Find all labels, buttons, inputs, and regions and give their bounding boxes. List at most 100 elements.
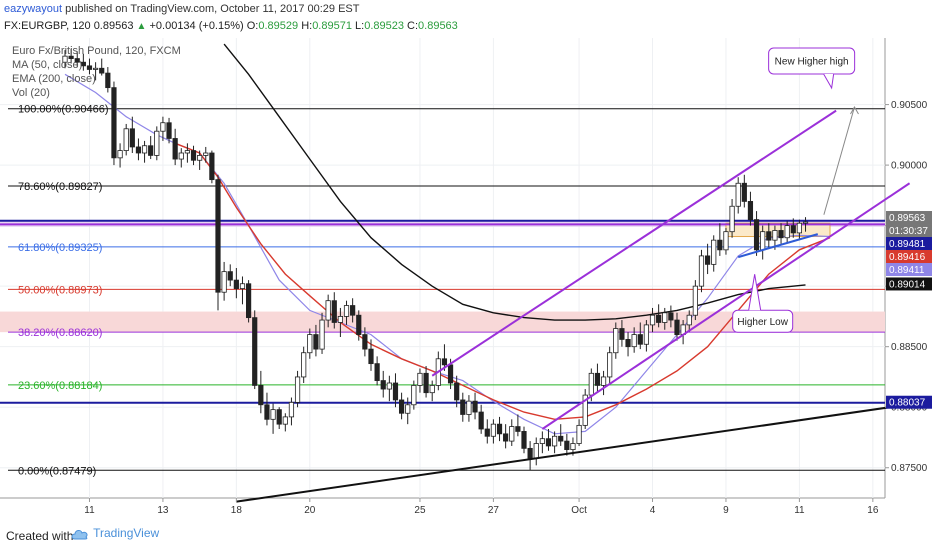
trendline <box>737 233 819 259</box>
price-tag-bg <box>886 224 932 238</box>
price-tags: 0.89563 01:30:37 0.89481 0.89416 0.89411 0.89… <box>886 211 932 409</box>
plot-area[interactable] <box>0 38 885 498</box>
price-tag: 01:30:37 <box>886 224 932 238</box>
time-axis-labels: 11 13 18 20 25 27 Oct 4 9 11 16 <box>84 498 879 516</box>
candle-body <box>521 431 527 449</box>
candle-body <box>662 312 668 323</box>
candle-body <box>723 231 729 251</box>
candle <box>319 312 325 354</box>
candle <box>227 264 233 287</box>
candle <box>509 419 515 446</box>
annotation-label: New Higher high <box>775 57 849 68</box>
tradingview-cloud-icon <box>71 529 88 540</box>
price-tag-bg <box>886 250 932 264</box>
candle-body <box>197 155 203 161</box>
candle-body <box>509 426 515 442</box>
candle <box>539 431 545 454</box>
candle <box>74 51 80 68</box>
candle-body <box>160 122 166 132</box>
candle <box>350 298 356 323</box>
candle <box>441 344 448 371</box>
low-value: 0.89523 <box>364 20 404 32</box>
author-link[interactable]: eazywayout <box>4 3 63 15</box>
fib-level-label: 78.60%(0.89827) <box>18 181 102 193</box>
price-tag: 0.88037 <box>886 395 932 409</box>
candle-body <box>288 401 295 418</box>
x-tick-label: 20 <box>304 505 316 516</box>
candle <box>496 416 503 442</box>
candle <box>264 392 270 426</box>
price-tag-bg <box>886 277 932 291</box>
candle <box>545 429 552 451</box>
candle-body <box>600 376 607 386</box>
candle-body <box>184 150 190 154</box>
candle-body <box>454 382 460 401</box>
candle <box>429 380 435 402</box>
candle <box>564 433 570 456</box>
candle <box>245 280 252 323</box>
candle-body <box>423 372 429 394</box>
annotation-box <box>768 47 856 75</box>
candle-body <box>545 438 552 447</box>
candle-body <box>784 225 790 239</box>
candle-body <box>698 255 705 287</box>
candle-body <box>576 424 582 444</box>
candle <box>362 327 368 357</box>
candle-body <box>735 182 741 207</box>
price-tag: 0.89411 <box>886 263 932 277</box>
candle <box>252 310 258 390</box>
trendline <box>823 106 855 215</box>
price-chart[interactable]: 100.00%(0.90466) 78.60%(0.89827) 61.80%(0.… <box>0 38 932 520</box>
candle-body <box>343 305 350 317</box>
candle-body <box>245 283 252 319</box>
candle-body <box>772 230 778 241</box>
candle-body <box>62 55 68 63</box>
candle-body <box>625 339 631 348</box>
trendline <box>431 109 837 377</box>
candle-body <box>74 58 80 63</box>
price-tag-label: 01:30:37 <box>889 226 928 237</box>
candle-body <box>637 334 643 345</box>
y-tick-label: 0.90500 <box>891 100 928 111</box>
candle-body <box>527 447 533 459</box>
candle-body <box>570 443 576 450</box>
candle <box>368 339 374 371</box>
x-tick-label: 18 <box>231 505 243 516</box>
tradingview-brand: TradingView <box>93 526 160 540</box>
chart-header: eazywayout published on TradingView.com,… <box>0 0 932 38</box>
candle-body <box>539 438 545 444</box>
candle <box>111 81 117 166</box>
ema200-line <box>174 142 831 421</box>
candle <box>527 441 533 471</box>
candle <box>686 310 692 333</box>
price-tag-label: 0.89416 <box>889 252 926 263</box>
candle <box>117 143 123 168</box>
x-tick-label: 27 <box>488 505 500 516</box>
candle-body <box>729 205 735 233</box>
x-tick-label: 4 <box>650 505 656 516</box>
candle-body <box>203 152 209 156</box>
legend-entry: MA (50, close) <box>12 59 82 71</box>
tradingview-link[interactable]: TradingView <box>70 526 159 541</box>
arrow-head-icon <box>850 105 859 115</box>
candle <box>705 243 711 275</box>
candle <box>717 223 723 256</box>
candle <box>307 328 313 359</box>
candle-body <box>166 122 172 139</box>
candle-body <box>503 433 509 442</box>
candle-body <box>582 394 588 426</box>
candle-body <box>154 130 160 156</box>
candle <box>356 310 362 341</box>
candle-body <box>766 231 772 241</box>
candle-body <box>301 352 307 378</box>
candle <box>766 223 772 248</box>
price-tag-bg <box>886 263 932 277</box>
candle-body <box>533 443 539 459</box>
candle-body <box>490 423 497 437</box>
candle-body <box>398 399 405 414</box>
chart-legend: Euro Fx/British Pound, 120, FXCM MA (50, … <box>12 45 181 99</box>
open-value: 0.89529 <box>258 20 299 32</box>
created-with-text: Created with <box>6 529 74 543</box>
candle-body <box>796 222 803 234</box>
ohlc-readout: FX:EURGBP, 120 0.89563 ▲ +0.00134 (+0.15… <box>4 20 458 32</box>
